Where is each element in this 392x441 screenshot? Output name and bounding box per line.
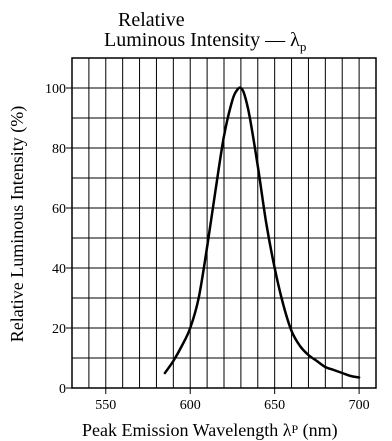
y-tick-label: 100 [45, 82, 66, 97]
chart-title-line2: Luminous Intensity — λp [104, 29, 306, 54]
x-tick-label: 600 [180, 398, 201, 413]
x-tick-label: 550 [95, 398, 116, 413]
grid [71, 57, 377, 389]
y-tick-label: 40 [52, 262, 66, 277]
x-axis-label: Peak Emission Wavelength λP (nm) [82, 420, 338, 441]
y-tick-label: 20 [52, 322, 66, 337]
y-tick-label: 80 [52, 142, 66, 157]
y-axis-label: Relative Luminous Intensity (%) [7, 106, 28, 342]
x-tick-label: 700 [349, 398, 370, 413]
chart-title-line1: Relative [118, 9, 185, 31]
y-tick-label: 60 [52, 202, 66, 217]
series-line [163, 86, 361, 379]
y-tick-label: 0 [59, 382, 66, 397]
plot-area [163, 86, 361, 379]
plot-border [71, 57, 377, 389]
y-axis: 0 20 40 60 80 100 [45, 82, 72, 397]
x-tick-label: 650 [264, 398, 285, 413]
x-axis: 550 600 650 700 [95, 388, 370, 413]
